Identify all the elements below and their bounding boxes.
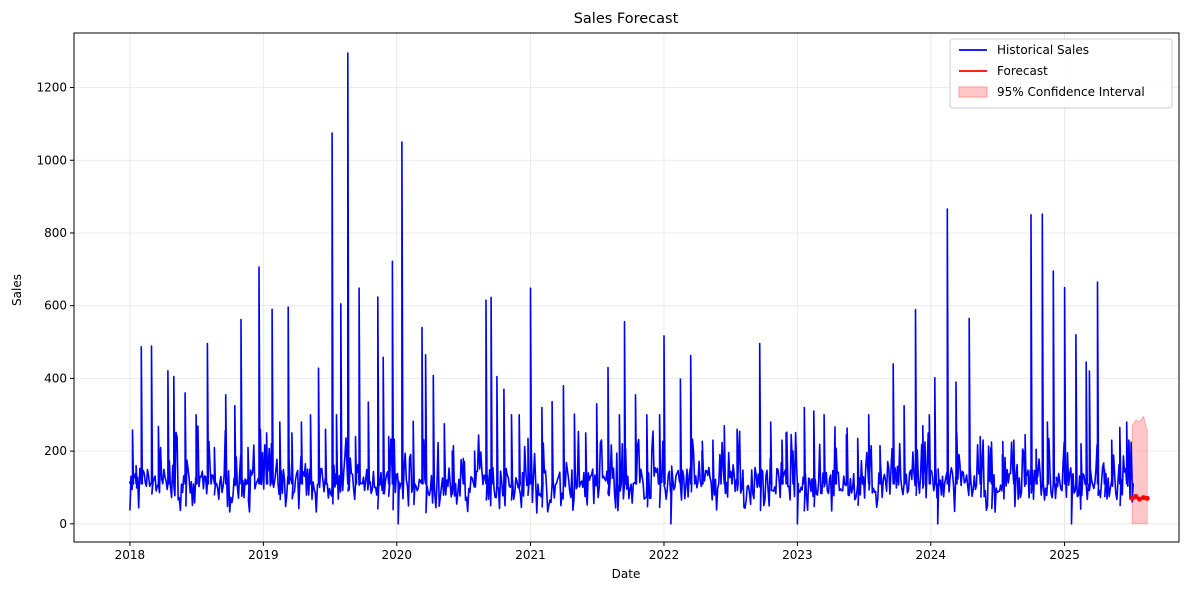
plot-frame	[73, 32, 1180, 543]
x-axis: 2018 2019 2020 2021 2022 2023 2024 2025	[115, 542, 1080, 562]
legend-swatch-confidence	[958, 86, 988, 98]
y-tick-label-0: 0	[59, 517, 67, 531]
y-axis: 0 200 400 600 800 1000 1200	[36, 81, 74, 531]
chart-title: Sales Forecast	[574, 11, 679, 27]
confidence-interval-band	[1131, 415, 1148, 525]
forecast-series-layer	[1129, 494, 1150, 502]
legend-label-historical: Historical Sales	[997, 43, 1089, 57]
forecast-point	[1144, 495, 1150, 501]
x-tick-label-2024: 2024	[916, 548, 947, 562]
forecast-point	[1133, 494, 1139, 500]
x-axis-title: Date	[612, 567, 641, 581]
y-tick-label-400: 400	[44, 371, 67, 385]
x-tick-label-2025: 2025	[1049, 548, 1080, 562]
legend-box	[949, 38, 1173, 109]
x-tick-label-2020: 2020	[381, 548, 412, 562]
y-tick-label-200: 200	[44, 444, 67, 458]
y-tick-label-1200: 1200	[36, 81, 67, 95]
y-tick-label-800: 800	[44, 226, 67, 240]
x-tick-label-2022: 2022	[649, 548, 680, 562]
historical-series-layer	[129, 52, 1134, 525]
confidence-band-layer	[1131, 415, 1148, 525]
forecast-point	[1137, 496, 1143, 502]
legend-label-forecast: Forecast	[997, 64, 1048, 78]
x-tick-label-2021: 2021	[515, 548, 546, 562]
legend-label-confidence: 95% Confidence Interval	[997, 85, 1145, 99]
x-tick-label-2018: 2018	[115, 548, 146, 562]
historical-sales-line	[129, 52, 1134, 525]
y-axis-title: Sales	[10, 274, 24, 306]
grid	[74, 33, 1179, 542]
y-tick-label-600: 600	[44, 299, 67, 313]
x-tick-label-2019: 2019	[248, 548, 279, 562]
y-tick-label-1000: 1000	[36, 153, 67, 167]
x-tick-label-2023: 2023	[782, 548, 813, 562]
legend: Historical Sales Forecast 95% Confidence…	[949, 38, 1173, 109]
